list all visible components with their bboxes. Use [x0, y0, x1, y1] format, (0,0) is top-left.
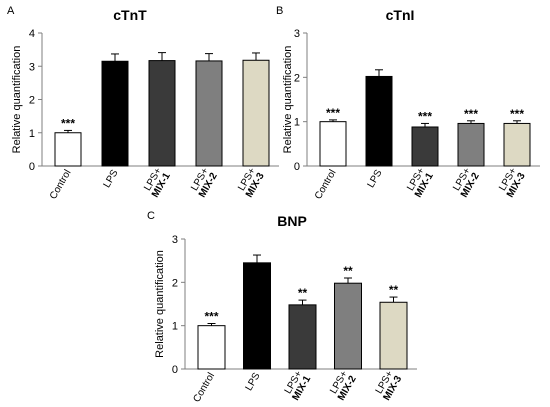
panel-letter: B — [276, 5, 283, 17]
y-tick-label: 0 — [172, 364, 178, 376]
y-axis-label: Relative quantification — [282, 46, 294, 154]
chart-title: cTnT — [113, 7, 147, 23]
y-tick-label: 3 — [294, 28, 300, 40]
x-tick-label: LPS+MIX-3 — [235, 166, 267, 200]
significance-label: *** — [418, 109, 432, 123]
x-tick-label: LPS+MIX-1 — [282, 369, 314, 403]
significance-label: *** — [464, 107, 478, 121]
x-tick-label: LPS+MIX-3 — [373, 369, 405, 403]
significance-label: *** — [510, 107, 524, 121]
significance-label: *** — [326, 106, 340, 120]
bar — [242, 59, 270, 167]
y-tick-label: 1 — [294, 117, 300, 129]
x-tick-label-line: Control — [313, 168, 339, 201]
y-axis-label: Relative quantification — [154, 250, 166, 358]
y-tick-label: 1 — [29, 128, 35, 140]
bar — [379, 301, 408, 370]
significance-label: *** — [61, 116, 75, 130]
y-tick-label: 2 — [172, 277, 178, 289]
y-tick-label: 2 — [29, 95, 35, 107]
x-tick-label: LPS — [366, 168, 385, 190]
y-tick-label: 4 — [29, 28, 35, 40]
significance-label: ** — [389, 283, 399, 297]
x-tick-label-line: LPS — [102, 168, 121, 190]
x-tick-label-line: LPS — [366, 168, 385, 190]
x-tick-label-line: Control — [191, 371, 217, 404]
chart-title: cTnI — [386, 7, 415, 23]
x-tick-label-line: LPS — [244, 371, 263, 393]
x-tick-label: LPS+MIX-3 — [496, 166, 528, 200]
y-tick-label: 2 — [294, 72, 300, 84]
bar — [288, 304, 317, 370]
bar — [334, 282, 362, 370]
y-tick-label: 3 — [29, 61, 35, 73]
bar — [503, 122, 531, 167]
significance-label: *** — [204, 310, 218, 324]
x-tick-label: LPS — [244, 371, 263, 393]
x-tick-label: Control — [48, 168, 74, 201]
x-tick-label: LPS+MIX-1 — [141, 166, 173, 200]
y-axis-label: Relative quantification — [11, 46, 23, 154]
chart-title: BNP — [277, 213, 307, 229]
panel-letter: C — [147, 210, 155, 222]
x-tick-label: Control — [191, 371, 217, 404]
y-tick-label: 0 — [294, 161, 300, 173]
x-tick-label: Control — [313, 168, 339, 201]
x-tick-label-line: Control — [48, 168, 74, 201]
panel-c: C BNP Relative quantification 0 1 2 3 *** Contro… — [147, 210, 417, 404]
x-tick-label: LPS — [102, 168, 121, 190]
x-tick-label: LPS+MIX-2 — [327, 369, 359, 403]
x-tick-label: LPS+MIX-2 — [188, 166, 220, 200]
bar — [243, 262, 271, 370]
bar — [54, 132, 82, 167]
x-tick-label: LPS+MIX-2 — [450, 166, 482, 200]
bar — [411, 126, 439, 167]
significance-label: ** — [298, 286, 308, 300]
bar — [319, 121, 347, 167]
y-tick-label: 0 — [29, 161, 35, 173]
y-tick-label: 3 — [172, 234, 178, 246]
panel-letter: A — [7, 5, 15, 17]
bar — [457, 122, 485, 167]
bar — [101, 60, 129, 167]
bar — [195, 60, 223, 167]
bar — [148, 60, 176, 167]
bar — [197, 325, 226, 370]
y-tick-label: 1 — [172, 321, 178, 333]
significance-label: ** — [343, 264, 353, 278]
bar — [365, 75, 393, 167]
x-tick-label: LPS+MIX-1 — [404, 166, 436, 200]
